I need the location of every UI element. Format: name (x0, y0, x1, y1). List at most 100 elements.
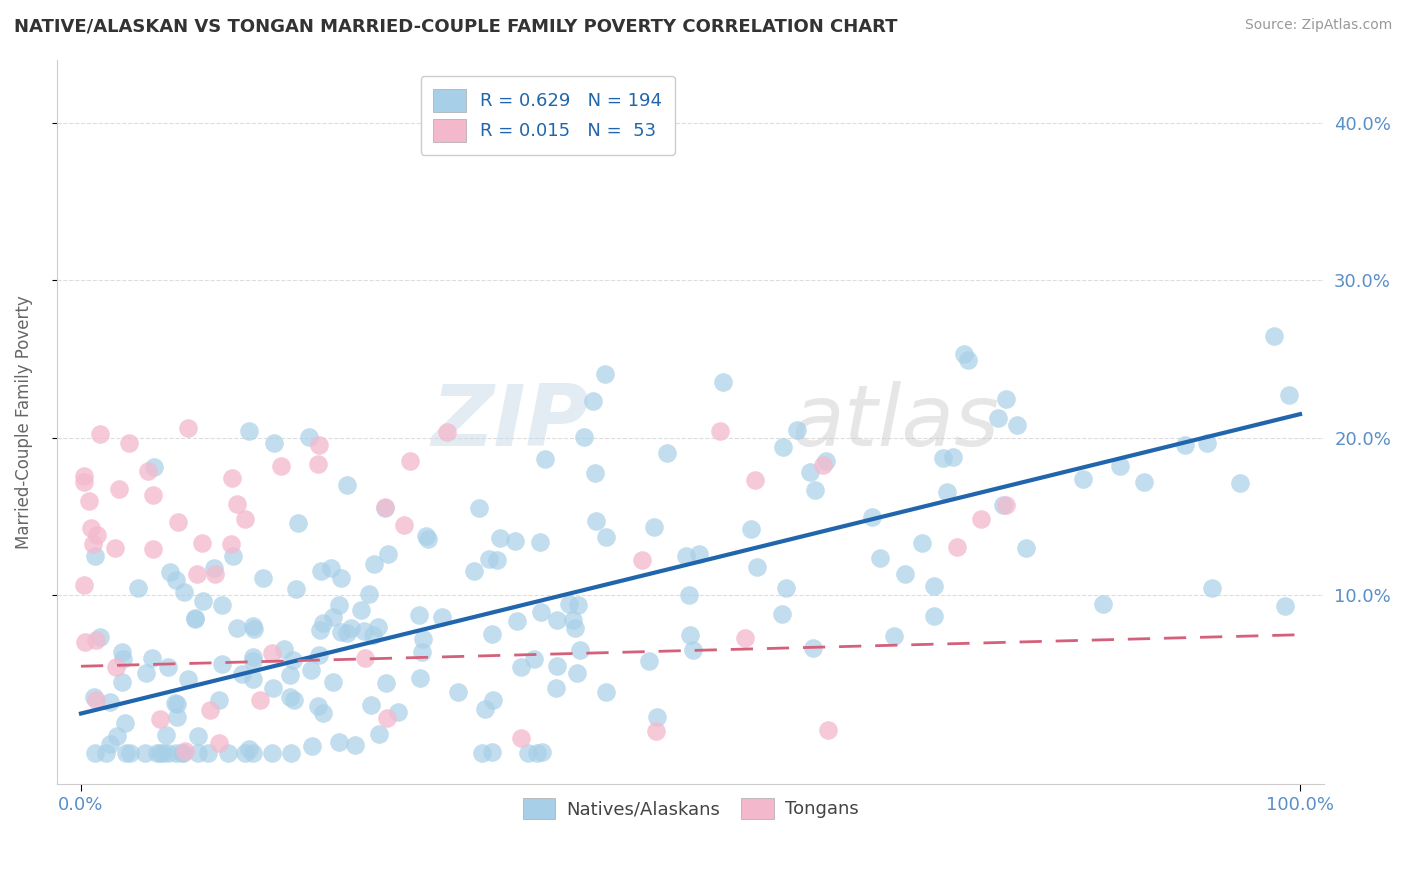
Point (307, 458, 329, 472)
Point (86, 528, 108, 542)
Point (503, 534, 526, 549)
Point (187, 730, 209, 744)
Point (146, 746, 169, 760)
Point (530, 605, 553, 619)
Point (509, 659, 531, 673)
Point (225, 621, 247, 635)
Point (84, 549, 107, 563)
Point (377, 547, 399, 561)
Point (141, 650, 163, 665)
Point (173, 744, 195, 758)
Point (222, 549, 245, 563)
Point (89, 630, 111, 644)
Point (679, 628, 702, 642)
Point (463, 565, 485, 579)
Point (655, 446, 678, 460)
Point (278, 690, 301, 704)
Point (367, 620, 389, 634)
Point (243, 622, 266, 636)
Point (226, 497, 249, 511)
Point (734, 632, 756, 646)
Text: NATIVE/ALASKAN VS TONGAN MARRIED-COUPLE FAMILY POVERTY CORRELATION CHART: NATIVE/ALASKAN VS TONGAN MARRIED-COUPLE … (14, 18, 897, 36)
Point (411, 645, 433, 659)
Point (922, 578, 945, 592)
Point (156, 746, 179, 760)
Point (1109, 458, 1132, 473)
Point (79, 494, 101, 508)
Point (942, 450, 965, 465)
Point (231, 667, 253, 681)
Point (415, 529, 437, 543)
Point (262, 746, 284, 760)
Point (1007, 418, 1029, 433)
Point (328, 599, 350, 613)
Point (197, 746, 219, 760)
Point (328, 735, 350, 749)
Point (262, 681, 284, 696)
Point (471, 746, 494, 760)
Point (221, 536, 243, 550)
Point (105, 660, 128, 674)
Point (644, 723, 666, 738)
Point (80, 521, 103, 535)
Point (363, 558, 385, 572)
Point (344, 738, 367, 752)
Point (709, 424, 731, 438)
Point (233, 746, 256, 760)
Point (108, 482, 131, 496)
Point (312, 615, 335, 630)
Point (330, 624, 353, 639)
Point (308, 648, 330, 662)
Point (184, 612, 207, 626)
Point (142, 488, 165, 502)
Point (242, 672, 264, 686)
Point (924, 608, 946, 623)
Point (374, 676, 396, 690)
Point (242, 746, 264, 760)
Point (89, 427, 111, 442)
Point (82, 537, 104, 551)
Point (678, 588, 700, 602)
Point (583, 467, 606, 481)
Point (73, 578, 96, 592)
Point (73, 475, 96, 490)
Point (184, 611, 207, 625)
Point (176, 672, 198, 686)
Point (416, 532, 439, 546)
Point (111, 645, 134, 659)
Point (482, 693, 505, 707)
Point (595, 685, 617, 699)
Point (682, 643, 704, 657)
Point (399, 454, 422, 468)
Point (775, 581, 797, 595)
Point (298, 430, 321, 444)
Point (817, 723, 839, 738)
Point (165, 573, 187, 587)
Point (262, 646, 284, 660)
Point (1277, 388, 1299, 402)
Point (198, 703, 221, 717)
Point (319, 561, 342, 575)
Point (546, 658, 568, 673)
Point (995, 392, 1018, 406)
Point (186, 566, 208, 581)
Point (786, 423, 808, 437)
Point (562, 613, 585, 627)
Point (412, 632, 434, 647)
Point (166, 710, 188, 724)
Point (349, 603, 371, 617)
Point (883, 629, 905, 643)
Point (409, 671, 432, 685)
Point (1201, 581, 1223, 595)
Point (387, 705, 409, 719)
Point (242, 654, 264, 668)
Point (211, 657, 233, 672)
Point (375, 710, 398, 724)
Point (278, 668, 301, 682)
Point (242, 649, 264, 664)
Point (531, 745, 554, 759)
Point (336, 625, 359, 640)
Point (166, 697, 188, 711)
Point (136, 465, 159, 479)
Point (83, 690, 105, 704)
